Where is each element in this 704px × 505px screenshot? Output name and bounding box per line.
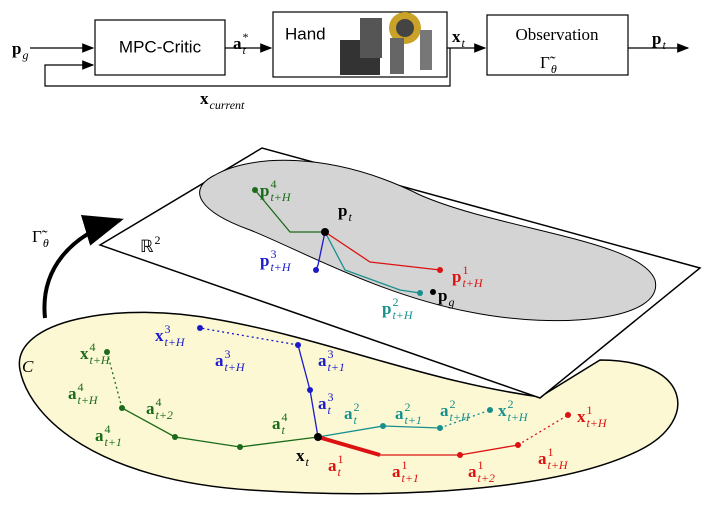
label-part: a — [233, 34, 242, 53]
label-part: a — [146, 399, 155, 418]
label-part: a — [538, 449, 547, 468]
label-part: x — [577, 407, 586, 426]
label-part: 4 — [156, 395, 162, 409]
label-part: g — [448, 295, 454, 309]
label-part: a — [318, 351, 327, 370]
label-part: t+H — [587, 416, 608, 430]
label-part: p — [438, 286, 447, 305]
label-part: a — [68, 384, 77, 403]
label-part: g — [22, 48, 28, 62]
label-part: t+H — [270, 260, 291, 274]
label-part: 4 — [282, 410, 288, 424]
label-part: a — [395, 404, 404, 423]
label-part: p — [260, 181, 269, 200]
label-part: 1 — [548, 445, 554, 459]
label-part: a — [95, 426, 104, 445]
label-part: a — [215, 351, 224, 370]
label-part: a — [328, 456, 337, 475]
label-part: p — [382, 299, 391, 318]
label-part: 4 — [105, 422, 111, 436]
label-part: t+H — [225, 360, 246, 374]
label-part: * — [243, 30, 249, 44]
block-label: Observation — [515, 25, 599, 44]
math-label: pg — [12, 39, 28, 62]
label-part: a — [392, 462, 401, 481]
label-part: p — [338, 201, 347, 220]
label-part: 1 — [587, 403, 593, 417]
label-part: t+1 — [328, 360, 345, 374]
label-part: C — [22, 357, 34, 376]
label-part: x — [155, 326, 164, 345]
label-part: x — [296, 446, 305, 465]
label-part: 2 — [405, 400, 411, 414]
math-label: a*t — [233, 30, 249, 57]
label-part: t+H — [450, 410, 471, 424]
label-part: t+H — [508, 410, 529, 424]
label-part: t+H — [165, 335, 186, 349]
label-part: 2 — [450, 397, 456, 411]
math-label: C — [22, 357, 34, 376]
label-part: 2 — [354, 400, 360, 414]
label-part: 3 — [270, 247, 276, 261]
label-part: 1 — [478, 458, 484, 472]
label-part: x — [200, 89, 209, 108]
label-part: t+H — [548, 458, 569, 472]
label-part: p — [260, 251, 269, 270]
label-part: p — [12, 39, 21, 58]
label-part: 1 — [338, 452, 344, 466]
label-part: t+H — [462, 276, 483, 290]
label-part: a — [318, 394, 327, 413]
label-part: p — [452, 267, 461, 286]
label-part: x — [80, 344, 89, 363]
label-part: θ — [551, 62, 557, 76]
label-part: t+2 — [156, 408, 173, 422]
label-part: 4 — [78, 380, 84, 394]
label-part: a — [344, 404, 353, 423]
label-part: 2 — [508, 397, 514, 411]
label-part: 1 — [402, 458, 408, 472]
math-label: xt — [452, 27, 466, 50]
label-part: 3 — [328, 347, 334, 361]
label-part: p — [652, 29, 661, 48]
label-part: current — [210, 98, 246, 112]
label-part: t+2 — [478, 471, 495, 485]
label-part: t+H — [78, 393, 99, 407]
label-part: t+H — [392, 308, 413, 322]
label-part: t — [243, 43, 247, 57]
block-label: Hand — [285, 24, 326, 43]
block-label: MPC-Critic — [119, 37, 202, 56]
label-part: x — [452, 27, 461, 46]
label-part: θ — [43, 236, 49, 250]
label-part: t+H — [270, 190, 291, 204]
label-part: t+1 — [402, 471, 419, 485]
math-label: Γ̃θ — [32, 227, 49, 250]
label-part: t+H — [90, 353, 111, 367]
mapping-arrow — [44, 220, 120, 318]
label-part: 2 — [392, 295, 398, 309]
figure: MPC-Critic Hand Observation pga*txtΓ̃θpt… — [0, 0, 704, 500]
math-label: xcurrent — [200, 89, 245, 112]
label-part: a — [440, 401, 449, 420]
label-part: t — [662, 38, 666, 52]
label-part: t+1 — [105, 435, 122, 449]
label-part: a — [468, 462, 477, 481]
label-part: 4 — [270, 177, 276, 191]
label-part: t+1 — [405, 413, 422, 427]
label-part: 3 — [225, 347, 231, 361]
label-part: x — [498, 401, 507, 420]
label-part: 1 — [462, 263, 468, 277]
label-part: 3 — [165, 322, 171, 336]
label-part: 4 — [90, 340, 96, 354]
label-part: a — [272, 414, 281, 433]
label-part: 2 — [154, 233, 160, 247]
label-part: 3 — [328, 390, 334, 404]
label-part: ℝ — [140, 237, 154, 256]
block-diagram: MPC-Critic Hand Observation — [30, 12, 688, 86]
